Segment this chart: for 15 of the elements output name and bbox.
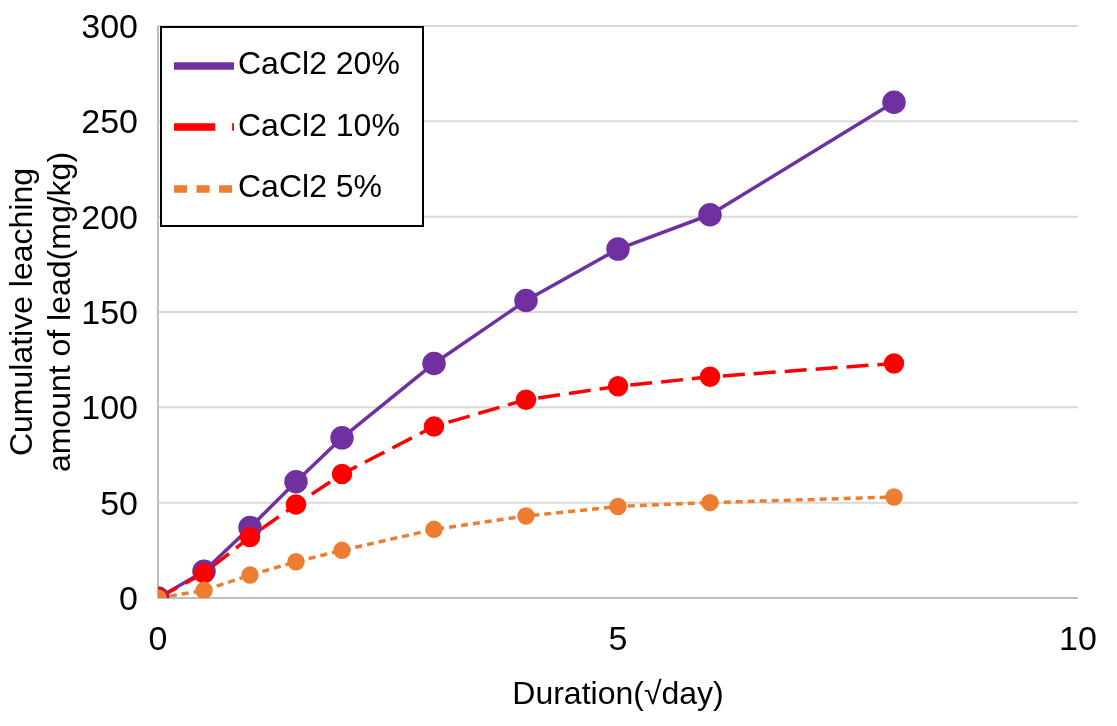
y-tick-label: 150 [81, 293, 138, 332]
legend-label: CaCl2 5% [238, 168, 383, 205]
y-tick-label: 200 [81, 197, 138, 236]
y-tick-label: 250 [81, 102, 138, 141]
x-axis-title: Duration(√day) [512, 675, 724, 711]
legend-label: CaCl2 10% [238, 106, 400, 143]
x-tick-label: 5 [608, 619, 628, 658]
legend-label: CaCl2 20% [238, 45, 400, 81]
y-tick-label: 0 [119, 579, 138, 618]
y-tick-label: 100 [81, 388, 138, 427]
y-tick-label: 300 [81, 7, 138, 46]
x-tick-label: 0 [148, 619, 168, 658]
y-axis-title: Cumulative leaching amount of lead(mg/kg) [3, 151, 77, 473]
x-tick-label: 10 [1059, 619, 1097, 658]
y-tick-label: 50 [100, 483, 138, 522]
